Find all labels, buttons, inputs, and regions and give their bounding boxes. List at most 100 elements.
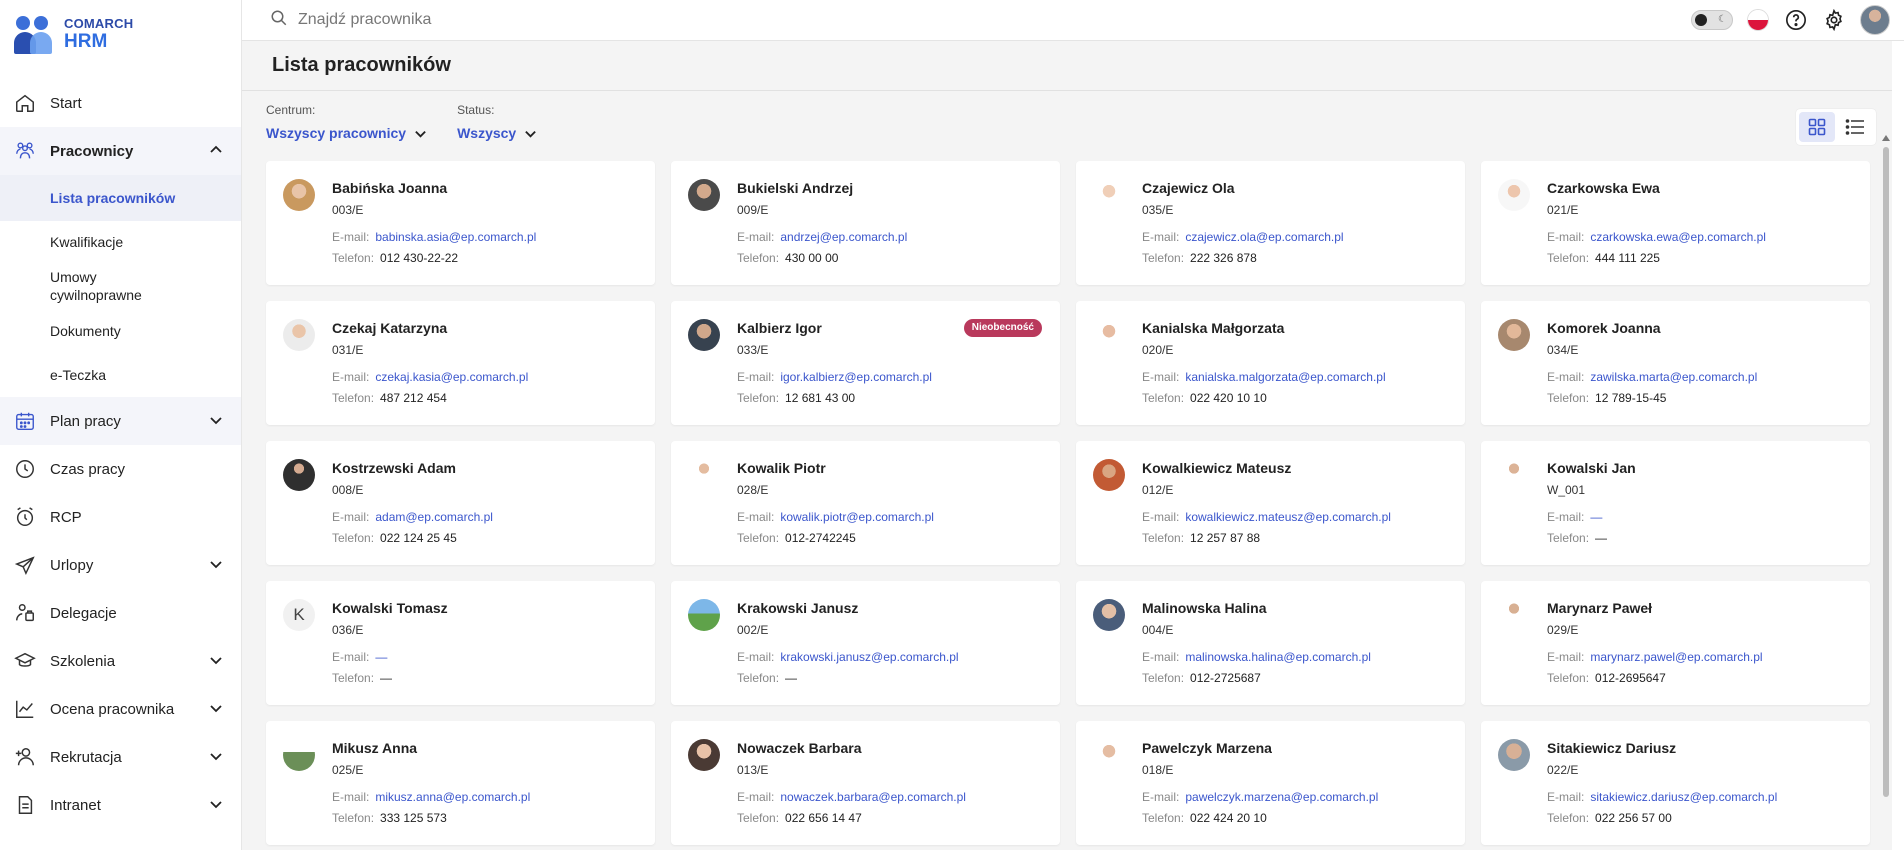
filter-centrum-dropdown[interactable]: Wszyscy pracownicy [266, 125, 427, 141]
sub-label-dokumenty: Dokumenty [50, 323, 121, 339]
employee-card[interactable]: Kanialska Małgorzata 020/E E-mail: kanialsk… [1076, 301, 1465, 425]
employee-name[interactable]: Kostrzewski Adam [332, 460, 456, 476]
main-content: Lista pracowników Centrum: Wszyscy praco… [242, 41, 1892, 850]
search-input[interactable] [298, 11, 698, 29]
employee-email[interactable]: adam@ep.comarch.pl [375, 510, 493, 524]
employee-name[interactable]: Czekaj Katarzyna [332, 320, 448, 336]
nav-item-pracownicy[interactable]: Pracownicy [0, 127, 241, 175]
nav-item-ocena[interactable]: Ocena pracownika [0, 685, 241, 733]
dark-mode-toggle[interactable]: ☾ [1691, 10, 1733, 30]
employee-name[interactable]: Malinowska Halina [1142, 600, 1267, 616]
gear-icon[interactable] [1822, 8, 1846, 32]
nav-item-intranet[interactable]: Intranet [0, 781, 241, 829]
employee-code: 036/E [332, 623, 364, 637]
employee-email[interactable]: czarkowska.ewa@ep.comarch.pl [1590, 230, 1766, 244]
grid-view-button[interactable] [1799, 112, 1835, 142]
employee-email[interactable]: czajewicz.ola@ep.comarch.pl [1185, 230, 1344, 244]
employee-card[interactable]: Kostrzewski Adam 008/E E-mail: adam@ep.coma… [266, 441, 655, 565]
sidebar-item-umowy[interactable]: Umowy cywilnoprawne [0, 263, 160, 309]
employee-card[interactable]: Mikusz Anna 025/E E-mail: mikusz.anna@ep.co… [266, 721, 655, 845]
employee-code: 031/E [332, 343, 364, 357]
employee-card[interactable]: Pawelczyk Marzena 018/E E-mail: pawelczyk.m… [1076, 721, 1465, 845]
employee-card[interactable]: Malinowska Halina 004/E E-mail: malinowska.… [1076, 581, 1465, 705]
employee-name[interactable]: Czarkowska Ewa [1547, 180, 1660, 196]
nav-item-rcp[interactable]: RCP [0, 493, 241, 541]
nav-item-urlopy[interactable]: Urlopy [0, 541, 241, 589]
employee-name[interactable]: Mikusz Anna [332, 740, 418, 756]
employee-card[interactable]: Kowalkiewicz Mateusz 012/E E-mail: kowalkie… [1076, 441, 1465, 565]
employee-email[interactable]: kowalik.piotr@ep.comarch.pl [780, 510, 934, 524]
employee-name[interactable]: Kalbierz Igor [737, 320, 822, 336]
employee-email[interactable]: krakowski.janusz@ep.comarch.pl [780, 650, 959, 664]
sub-label-eteczka: e-Teczka [50, 367, 107, 383]
help-icon[interactable] [1784, 8, 1808, 32]
employee-name[interactable]: Czajewicz Ola [1142, 180, 1235, 196]
employee-email[interactable]: kowalkiewicz.mateusz@ep.comarch.pl [1185, 510, 1391, 524]
employee-email[interactable]: igor.kalbierz@ep.comarch.pl [780, 370, 932, 384]
employee-card[interactable]: Marynarz Paweł 029/E E-mail: marynarz.pawel… [1481, 581, 1870, 705]
employee-card[interactable]: Czarkowska Ewa 021/E E-mail: czarkowska.ewa… [1481, 161, 1870, 285]
employee-card[interactable]: Bukielski Andrzej 009/E E-mail: andrzej@ep.… [671, 161, 1060, 285]
employee-card[interactable]: Kalbierz Igor 033/E E-mail: igor.kalbierz@e… [671, 301, 1060, 425]
nav-item-rekrutacja[interactable]: Rekrutacja [0, 733, 241, 781]
employee-card[interactable]: Nowaczek Barbara 013/E E-mail: nowaczek.bar… [671, 721, 1060, 845]
employee-email[interactable]: zawilska.marta@ep.comarch.pl [1590, 370, 1758, 384]
employee-card[interactable]: Sitakiewicz Dariusz 022/E E-mail: sitakiewi… [1481, 721, 1870, 845]
nav-item-plan-pracy[interactable]: Plan pracy [0, 397, 241, 445]
scroll-up-arrow[interactable] [1882, 135, 1890, 141]
filter-status: Status: Wszyscy [457, 103, 537, 141]
employee-name[interactable]: Babińska Joanna [332, 180, 448, 196]
nav-item-delegacje[interactable]: Delegacje [0, 589, 241, 637]
scrollbar[interactable] [1880, 133, 1892, 850]
polish-flag-icon[interactable] [1747, 9, 1769, 31]
employee-email[interactable]: andrzej@ep.comarch.pl [780, 230, 908, 244]
employee-name[interactable]: Kanialska Małgorzata [1142, 320, 1285, 336]
employee-name[interactable]: Nowaczek Barbara [737, 740, 862, 756]
phone-label: Telefon: [1142, 811, 1185, 825]
email-row: E-mail: czarkowska.ewa@ep.comarch.pl [1547, 230, 1766, 244]
employee-card[interactable]: Kowalik Piotr 028/E E-mail: kowalik.piotr@e… [671, 441, 1060, 565]
employee-email[interactable]: malinowska.halina@ep.comarch.pl [1185, 650, 1371, 664]
employee-name[interactable]: Marynarz Paweł [1547, 600, 1653, 616]
employee-card[interactable]: Kowalski Jan W_001 E-mail: — Telefon: — [1481, 441, 1870, 565]
employee-card[interactable]: Babińska Joanna 003/E E-mail: babinska.asia… [266, 161, 655, 285]
employee-email[interactable]: mikusz.anna@ep.comarch.pl [375, 790, 531, 804]
sidebar-item-eteczka[interactable]: e-Teczka [0, 353, 241, 397]
sidebar-item-dokumenty[interactable]: Dokumenty [0, 309, 241, 353]
email-row: E-mail: malinowska.halina@ep.comarch.pl [1142, 650, 1371, 664]
employee-phone: 012-2742245 [785, 531, 856, 545]
employee-name[interactable]: Kowalski Tomasz [332, 600, 448, 616]
nav-item-szkolenia[interactable]: Szkolenia [0, 637, 241, 685]
employee-email[interactable]: marynarz.pawel@ep.comarch.pl [1590, 650, 1763, 664]
employee-card[interactable]: Czekaj Katarzyna 031/E E-mail: czekaj.kasia… [266, 301, 655, 425]
employee-card[interactable]: Czajewicz Ola 035/E E-mail: czajewicz.ola@e… [1076, 161, 1465, 285]
employee-name[interactable]: Kowalik Piotr [737, 460, 826, 476]
email-row: E-mail: babinska.asia@ep.comarch.pl [332, 230, 536, 244]
employee-email[interactable]: czekaj.kasia@ep.comarch.pl [375, 370, 529, 384]
comarch-hrm-logo[interactable]: COMARCH HRM [14, 14, 133, 54]
sidebar-item-kwalifikacje[interactable]: Kwalifikacje [0, 221, 241, 263]
employee-name[interactable]: Krakowski Janusz [737, 600, 859, 616]
filter-status-dropdown[interactable]: Wszyscy [457, 125, 537, 141]
list-view-button[interactable] [1837, 112, 1873, 142]
employee-email[interactable]: nowaczek.barbara@ep.comarch.pl [780, 790, 966, 804]
nav-item-start[interactable]: Start [0, 79, 241, 127]
employee-name[interactable]: Bukielski Andrzej [737, 180, 854, 196]
employee-name[interactable]: Kowalski Jan [1547, 460, 1636, 476]
employee-card[interactable]: K Kowalski Tomasz 036/E E-mail: — Telefon: — [266, 581, 655, 705]
employee-card[interactable]: Krakowski Janusz 002/E E-mail: krakowski.ja… [671, 581, 1060, 705]
employee-name[interactable]: Komorek Joanna [1547, 320, 1661, 336]
employee-name[interactable]: Pawelczyk Marzena [1142, 740, 1272, 756]
employee-email[interactable]: babinska.asia@ep.comarch.pl [375, 230, 537, 244]
employee-name[interactable]: Sitakiewicz Dariusz [1547, 740, 1677, 756]
employee-email[interactable]: pawelczyk.marzena@ep.comarch.pl [1185, 790, 1379, 804]
employee-name[interactable]: Kowalkiewicz Mateusz [1142, 460, 1292, 476]
scrollbar-thumb[interactable] [1883, 147, 1889, 797]
phone-row: Telefon: — [1547, 531, 1607, 545]
employee-email[interactable]: sitakiewicz.dariusz@ep.comarch.pl [1590, 790, 1778, 804]
sidebar-item-lista-pracownikow[interactable]: Lista pracowników [0, 175, 241, 221]
user-avatar[interactable] [1860, 5, 1890, 35]
employee-card[interactable]: Komorek Joanna 034/E E-mail: zawilska.marta… [1481, 301, 1870, 425]
nav-item-czas-pracy[interactable]: Czas pracy [0, 445, 241, 493]
employee-email[interactable]: kanialska.malgorzata@ep.comarch.pl [1185, 370, 1386, 384]
